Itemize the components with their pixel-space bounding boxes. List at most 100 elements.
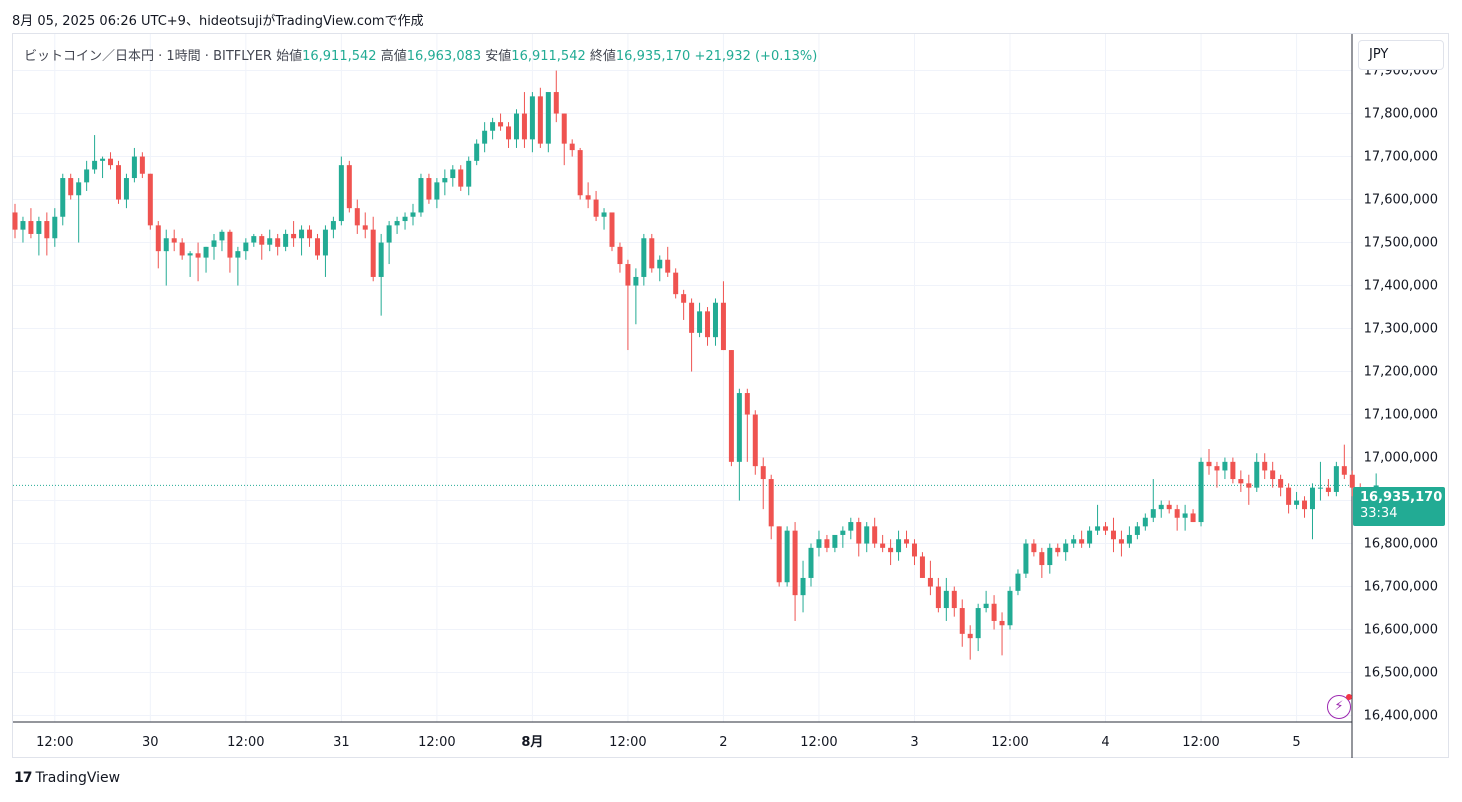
candle-body	[44, 221, 50, 239]
high-value: 16,963,083	[406, 49, 482, 64]
candle-body	[338, 165, 344, 222]
candle-body	[649, 238, 655, 269]
x-tick-label: 12:00	[1182, 735, 1219, 750]
candle-body	[267, 238, 273, 245]
x-tick-label: 5	[1292, 735, 1300, 750]
candle-body	[60, 178, 66, 217]
candle-body	[346, 165, 352, 209]
candle-body	[1118, 539, 1124, 544]
candle-body	[689, 302, 695, 333]
candle-body	[513, 113, 519, 140]
candle-body	[832, 534, 838, 548]
y-tick-label: 16,400,000	[1364, 709, 1438, 724]
tradingview-logo[interactable]: 17 TradingView	[14, 770, 120, 786]
candle-body	[736, 393, 742, 462]
candle-body	[641, 238, 647, 277]
candle-body	[219, 231, 225, 241]
candle-body	[410, 212, 416, 217]
candle-body	[211, 240, 217, 247]
close-label: 終値	[589, 49, 616, 64]
candle-body	[951, 590, 957, 609]
low-value: 16,911,542	[511, 49, 586, 64]
ohlc-legend: ビットコイン／日本円 · 1時間 · BITFLYER 始値16,911,542…	[24, 45, 817, 64]
candle-body	[322, 229, 328, 256]
y-tick-label: 17,700,000	[1364, 150, 1438, 165]
candle-body	[904, 539, 910, 544]
brand-name: TradingView	[35, 770, 121, 786]
candle-body	[1134, 526, 1140, 535]
candle-body	[1333, 466, 1339, 492]
y-tick-label: 17,100,000	[1364, 408, 1438, 423]
candle-body	[800, 577, 806, 596]
candle-body	[840, 530, 846, 535]
candle-body	[36, 221, 42, 234]
candle-body	[1302, 500, 1308, 510]
candle-body	[1174, 509, 1180, 518]
candle-body	[705, 311, 711, 338]
candle-body	[967, 633, 973, 639]
candle-body	[824, 539, 830, 548]
chart-frame	[12, 33, 1449, 758]
candle-body	[370, 229, 376, 277]
candle-body	[147, 173, 153, 226]
candle-body	[1166, 504, 1172, 510]
candle-body	[203, 246, 209, 258]
candle-body	[1023, 543, 1029, 574]
candle-body	[1206, 461, 1212, 467]
candle-body	[115, 165, 121, 200]
currency-button[interactable]: JPY	[1358, 40, 1444, 70]
candle-body	[665, 259, 671, 273]
candle-body	[1015, 573, 1021, 591]
candle-body	[792, 530, 798, 596]
candle-body	[1294, 500, 1300, 505]
candle-body	[402, 216, 408, 222]
y-tick-label: 17,200,000	[1364, 365, 1438, 380]
candle-body	[760, 466, 766, 480]
candle-body	[776, 526, 782, 583]
candle-body	[314, 238, 320, 256]
x-tick-label: 12:00	[991, 735, 1028, 750]
candle-body	[108, 158, 114, 166]
notification-dot	[1346, 694, 1352, 700]
y-tick-label: 16,500,000	[1364, 666, 1438, 681]
candle-body	[68, 178, 74, 196]
lightning-icon[interactable]: ⚡	[1327, 695, 1351, 719]
candle-body	[1238, 479, 1244, 484]
candle-body	[466, 160, 472, 187]
high-label: 高値	[380, 49, 407, 64]
candle-body	[330, 221, 336, 230]
candle-body	[561, 113, 567, 144]
candle-body	[291, 233, 297, 239]
candle-body	[1031, 543, 1037, 553]
candle-body	[720, 302, 726, 351]
x-tick-label: 3	[910, 735, 918, 750]
y-tick-label: 17,400,000	[1364, 279, 1438, 294]
candle-body	[864, 526, 870, 544]
candle-body	[657, 259, 663, 269]
candle-body	[418, 178, 424, 213]
candle-body	[911, 543, 917, 557]
candle-body	[1190, 513, 1196, 523]
candle-body	[1071, 539, 1077, 544]
candle-body	[195, 253, 201, 258]
candle-body	[235, 251, 241, 258]
y-tick-label: 17,000,000	[1364, 451, 1438, 466]
candle-body	[1063, 543, 1069, 553]
candle-body	[1087, 530, 1093, 544]
candle-body	[569, 143, 575, 151]
candle-body	[728, 350, 734, 462]
x-tick-label: 4	[1101, 735, 1109, 750]
x-tick-label: 12:00	[227, 735, 264, 750]
candle-body	[1246, 483, 1252, 488]
candle-body	[84, 169, 90, 183]
candle-body	[1103, 526, 1109, 531]
candle-body	[52, 216, 58, 239]
candle-body	[1142, 517, 1148, 527]
candle-body	[275, 238, 281, 247]
symbol-label: ビットコイン／日本円 · 1時間 · BITFLYER	[24, 49, 272, 64]
candle-body	[768, 479, 774, 527]
candle-body	[442, 178, 448, 183]
candle-body	[227, 231, 233, 258]
candle-body	[585, 195, 591, 200]
